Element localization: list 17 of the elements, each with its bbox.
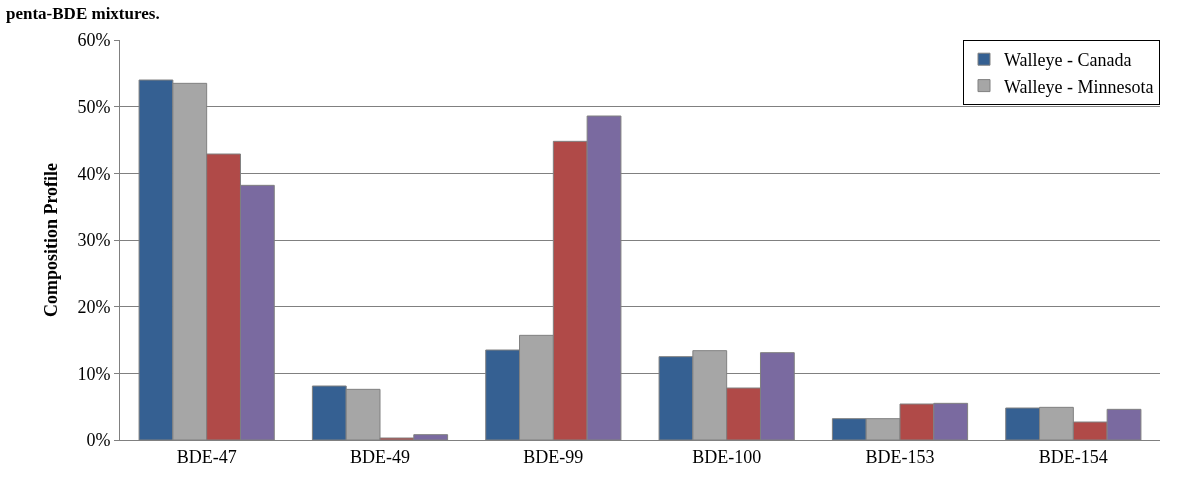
y-tick-label: 40% (77, 163, 111, 184)
chart-title: penta-BDE mixtures. (6, 4, 160, 24)
x-tick-label: BDE-100 (692, 446, 762, 467)
x-tick-label: BDE-154 (1038, 446, 1108, 467)
y-tick-label: 30% (77, 230, 111, 251)
y-tick-label: 50% (77, 96, 111, 117)
x-tick-label: BDE-49 (350, 446, 410, 467)
legend-label: Walleye - Canada (1004, 50, 1132, 71)
y-tick-label: 20% (77, 296, 111, 317)
y-axis-title: Composition Profile (40, 162, 61, 318)
y-tick-label: 60% (77, 30, 111, 51)
legend-label: Walleye - Minnesota (1004, 76, 1154, 97)
y-tick-label: 0% (86, 430, 111, 451)
x-tick-label: BDE-153 (865, 446, 935, 467)
x-tick-label: BDE-99 (523, 446, 584, 467)
y-tick-label: 10% (77, 363, 111, 384)
x-tick-label: BDE-47 (176, 446, 237, 467)
